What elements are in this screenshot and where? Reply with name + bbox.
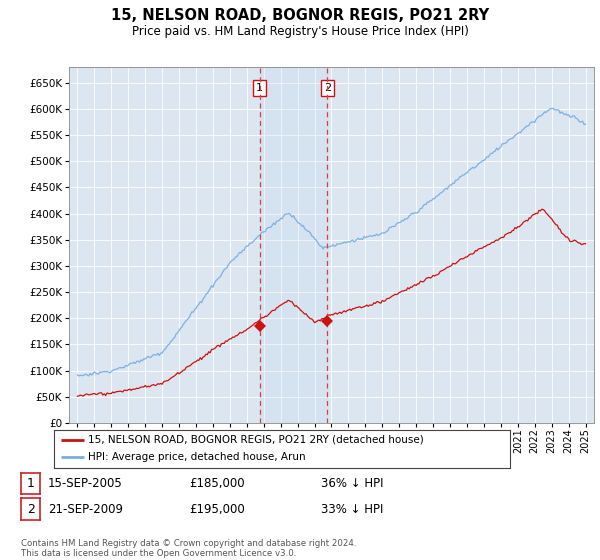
Text: 1: 1 (26, 477, 35, 490)
Text: 15-SEP-2005: 15-SEP-2005 (48, 477, 123, 490)
Text: 1: 1 (256, 83, 263, 93)
Text: HPI: Average price, detached house, Arun: HPI: Average price, detached house, Arun (88, 452, 306, 463)
Text: 2: 2 (324, 83, 331, 93)
Text: £185,000: £185,000 (189, 477, 245, 490)
Text: £195,000: £195,000 (189, 502, 245, 516)
Text: 15, NELSON ROAD, BOGNOR REGIS, PO21 2RY: 15, NELSON ROAD, BOGNOR REGIS, PO21 2RY (111, 8, 489, 24)
Text: Price paid vs. HM Land Registry's House Price Index (HPI): Price paid vs. HM Land Registry's House … (131, 25, 469, 38)
Text: Contains HM Land Registry data © Crown copyright and database right 2024.
This d: Contains HM Land Registry data © Crown c… (21, 539, 356, 558)
Text: 2: 2 (26, 502, 35, 516)
Text: 21-SEP-2009: 21-SEP-2009 (48, 502, 123, 516)
Text: 36% ↓ HPI: 36% ↓ HPI (321, 477, 383, 490)
Text: 33% ↓ HPI: 33% ↓ HPI (321, 502, 383, 516)
Text: 15, NELSON ROAD, BOGNOR REGIS, PO21 2RY (detached house): 15, NELSON ROAD, BOGNOR REGIS, PO21 2RY … (88, 435, 424, 445)
Bar (260, 67, 327, 423)
